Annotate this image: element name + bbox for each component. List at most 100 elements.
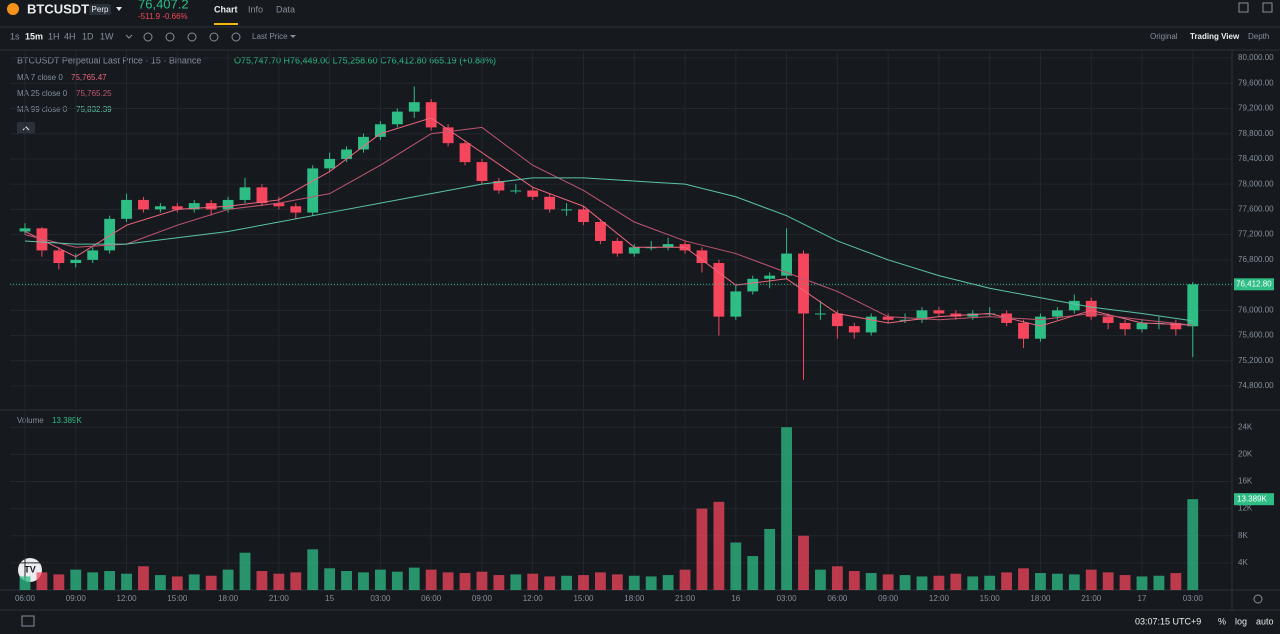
volume-bar xyxy=(87,572,99,590)
tradingview-logo[interactable] xyxy=(18,558,42,582)
view-option[interactable]: Trading View xyxy=(1190,32,1240,41)
candle-body xyxy=(154,206,166,210)
tab[interactable]: Info xyxy=(248,4,263,14)
volume-bar xyxy=(645,576,657,590)
x-tick-label: 12:00 xyxy=(523,594,544,603)
x-tick-label: 03:00 xyxy=(777,594,798,603)
y-tick-label: 75,600.00 xyxy=(1238,331,1274,340)
ma-legend: MA 99 close 0 xyxy=(17,105,68,114)
candle-body xyxy=(815,313,826,315)
tool-icon[interactable] xyxy=(165,32,175,42)
volume-bar xyxy=(1153,575,1165,590)
candle-body xyxy=(476,162,488,182)
volume-bar xyxy=(899,575,911,590)
x-tick-label: 17 xyxy=(1138,594,1147,603)
volume-bar xyxy=(188,574,200,590)
interval[interactable]: 1W xyxy=(100,31,114,41)
candle-body xyxy=(628,247,640,254)
volume-bar xyxy=(1085,569,1097,590)
volume-bar xyxy=(1001,572,1013,590)
tab[interactable]: Data xyxy=(276,4,295,14)
y-tick-label: 78,400.00 xyxy=(1238,154,1274,163)
volume-bar xyxy=(1018,568,1029,590)
candle-body xyxy=(138,199,149,210)
volume-last-box xyxy=(1234,493,1274,506)
ohlc-label: O75,747.70 H76,449.00 L75,258.60 C76,412… xyxy=(234,55,496,65)
y-tick-label: 75,200.00 xyxy=(1238,356,1274,365)
x-tick-label: 21:00 xyxy=(269,594,290,603)
candle-body xyxy=(831,313,843,327)
volume-bar xyxy=(104,571,116,590)
y-tick-label: 12K xyxy=(1238,504,1253,513)
candle-body xyxy=(391,111,403,125)
dropdown-arrow[interactable] xyxy=(125,34,133,39)
x-tick-label: 12:00 xyxy=(117,594,138,603)
candle-body xyxy=(459,143,471,163)
y-tick-label: 16K xyxy=(1238,477,1253,486)
symbol[interactable]: BTCUSDT xyxy=(27,1,89,16)
interval[interactable]: 15m xyxy=(25,31,43,41)
collapse-icon[interactable] xyxy=(22,126,30,131)
volume-bar xyxy=(764,528,776,590)
tab[interactable]: Chart xyxy=(214,4,238,14)
ma-line xyxy=(24,117,1193,327)
settings-icon[interactable] xyxy=(1262,2,1273,13)
volume-bar xyxy=(36,572,48,590)
y-tick-label: 79,200.00 xyxy=(1238,104,1274,113)
volume-bar xyxy=(679,569,691,590)
volume-bar xyxy=(358,572,369,590)
interval[interactable]: 1s xyxy=(10,31,20,41)
view-option[interactable]: Original xyxy=(1150,32,1178,41)
scale-option[interactable]: % xyxy=(1218,616,1226,626)
scale-option[interactable]: log xyxy=(1235,616,1247,626)
volume-bar xyxy=(798,535,809,590)
dropdown-arrow[interactable] xyxy=(116,7,122,11)
interval[interactable]: 1H xyxy=(48,31,60,41)
dropdown-arrow[interactable] xyxy=(290,35,296,38)
layout-icon[interactable] xyxy=(1238,2,1249,13)
price-change: -511.9 -0.66% xyxy=(138,12,188,21)
collapse-button[interactable] xyxy=(17,122,35,134)
volume-bar xyxy=(882,574,894,590)
calendar-icon[interactable] xyxy=(21,615,35,627)
candle-body xyxy=(205,203,217,210)
x-tick-label: 06:00 xyxy=(421,594,442,603)
tool-icon[interactable] xyxy=(231,32,241,42)
tool-icon[interactable] xyxy=(209,32,219,42)
scale-option[interactable]: auto xyxy=(1256,616,1274,626)
x-tick-label: 09:00 xyxy=(66,594,87,603)
x-tick-label: 15:00 xyxy=(980,594,1001,603)
view-option[interactable]: Depth xyxy=(1248,32,1269,41)
volume-bar xyxy=(747,556,759,590)
volume-bar xyxy=(1187,499,1199,590)
x-tick-label: 12:00 xyxy=(929,594,950,603)
volume-bar xyxy=(171,576,183,590)
candle-body xyxy=(87,250,99,260)
candle-body xyxy=(933,310,945,314)
volume-bar xyxy=(544,576,556,590)
volume-bar xyxy=(442,572,454,590)
ma-legend: MA 7 close 0 xyxy=(17,73,63,82)
candle-body xyxy=(104,218,116,251)
tool-icon[interactable] xyxy=(143,32,153,42)
price-type[interactable]: Last Price xyxy=(252,32,288,41)
volume-bar xyxy=(1035,573,1046,590)
candle-body xyxy=(273,203,285,207)
volume-bar xyxy=(527,573,539,590)
volume-bar xyxy=(1102,572,1114,590)
tool-icon[interactable] xyxy=(187,32,197,42)
y-tick-label: 8K xyxy=(1238,531,1248,540)
interval[interactable]: 4H xyxy=(64,31,76,41)
candle-body xyxy=(747,278,759,292)
x-tick-label: 15:00 xyxy=(167,594,188,603)
candle-body xyxy=(121,199,132,219)
chart-title: BTCUSDT Perpetual Last Price · 15 · Bina… xyxy=(17,55,201,65)
interval[interactable]: 1D xyxy=(82,31,94,41)
settings-icon[interactable] xyxy=(1253,594,1263,604)
volume-bar xyxy=(628,575,640,590)
candle-body xyxy=(544,196,556,210)
volume-bar xyxy=(1051,573,1063,590)
y-tick-label: 4K xyxy=(1238,558,1248,567)
candle-body xyxy=(611,240,623,254)
